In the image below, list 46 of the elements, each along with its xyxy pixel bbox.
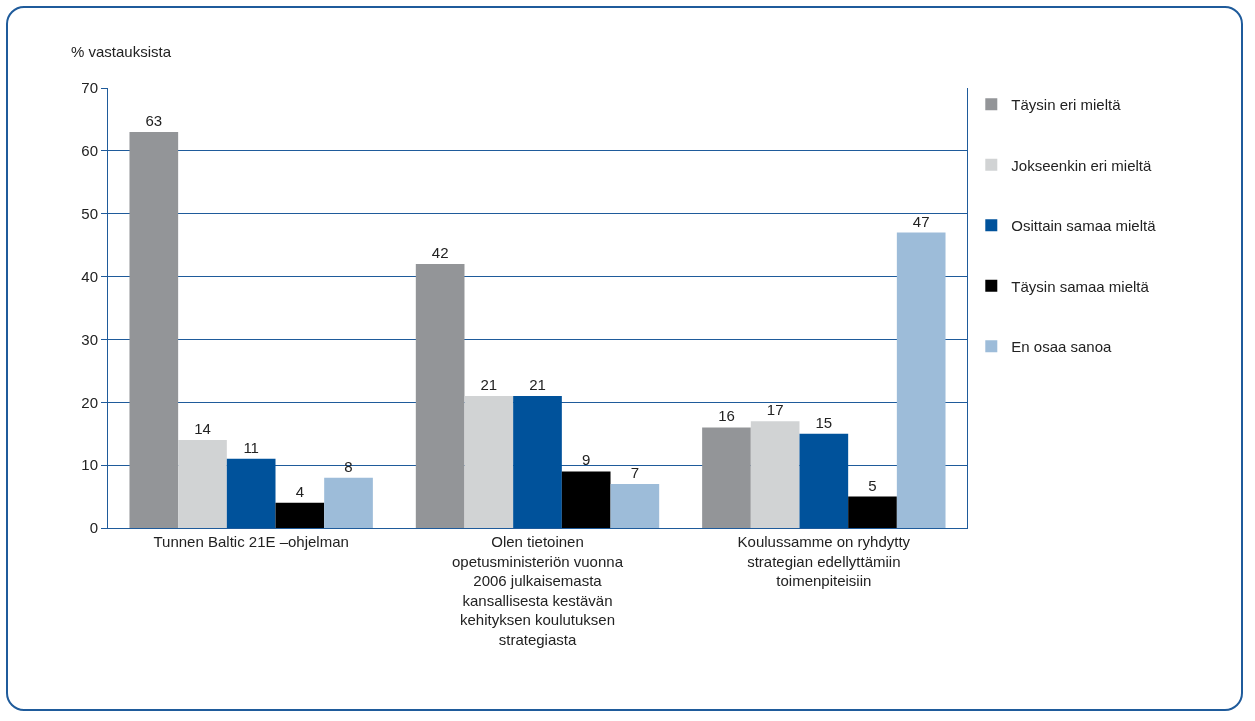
- y-tick-label: 0: [89, 519, 98, 537]
- data-label: 21: [480, 376, 498, 393]
- legend-label: En osaa sanoa: [1011, 338, 1113, 356]
- data-label: 42: [431, 244, 449, 261]
- y-axis-title: % vastauksista: [71, 43, 172, 60]
- bar: [324, 477, 373, 528]
- bar: [129, 132, 179, 528]
- x-tick-label: Tunnen Baltic 21E –ohjelman: [153, 533, 349, 550]
- data-label: 16: [718, 407, 735, 425]
- data-label: 17: [766, 401, 784, 419]
- y-tick-label: 40: [81, 267, 98, 285]
- bar: [464, 396, 514, 528]
- data-label: 63: [145, 112, 163, 129]
- bar: [178, 440, 227, 528]
- data-label: 5: [868, 476, 877, 494]
- data-label: 47: [912, 212, 930, 230]
- y-tick-label: 60: [81, 142, 98, 160]
- data-label: 14: [194, 420, 211, 437]
- bar: [896, 232, 946, 528]
- data-label: 7: [630, 464, 640, 481]
- bar: [799, 433, 849, 528]
- legend-label: Täysin eri mieltä: [1011, 96, 1122, 114]
- bar: [610, 484, 660, 528]
- legend-label: Jokseenkin eri mieltä: [1011, 156, 1153, 174]
- bar: [561, 471, 611, 528]
- bar: [750, 421, 800, 528]
- bar: [702, 427, 751, 528]
- bar: [226, 458, 276, 528]
- data-label: 21: [529, 376, 546, 393]
- y-tick-label: 20: [81, 393, 98, 411]
- bar: [275, 502, 325, 528]
- data-label: 9: [582, 451, 591, 469]
- data-label: 4: [295, 482, 305, 500]
- data-label: 15: [815, 413, 833, 431]
- y-tick-label: 70: [81, 79, 98, 97]
- legend-label: Osittain samaa mieltä: [1011, 217, 1157, 235]
- y-tick-label: 10: [81, 456, 98, 474]
- data-label: 11: [243, 438, 259, 456]
- y-tick-label: 30: [81, 330, 98, 348]
- bar: [513, 396, 562, 528]
- x-tick-label: Koulussamme on ryhdytty strategian edellyttämiin toimenpiteisiin: [737, 533, 911, 589]
- x-tick-label: Olen tietoinen opetusministeriön vuonna 2006 julkaisemasta kansallisesta kestävän kehityksen koulutuksen strategiasta: [452, 533, 624, 648]
- legend-label: Täysin samaa mieltä: [1011, 277, 1150, 295]
- bar: [415, 264, 465, 528]
- y-tick-label: 50: [81, 204, 98, 222]
- bar: [848, 496, 897, 528]
